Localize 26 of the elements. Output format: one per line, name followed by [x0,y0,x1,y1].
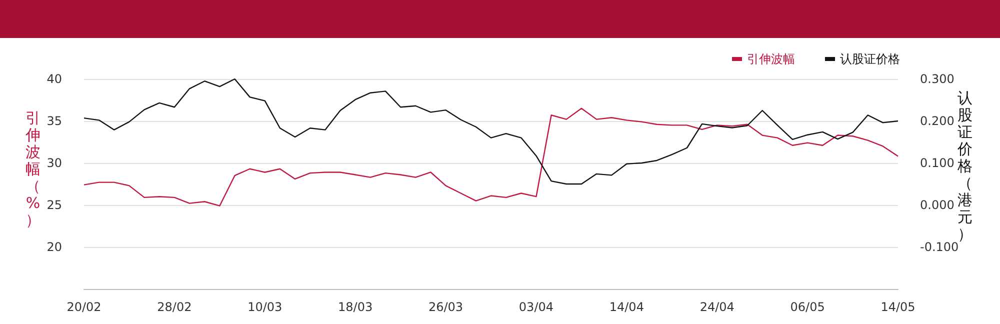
x-tick-label: 26/03 [428,300,464,314]
y-axis-title: 引伸波幅（%） [24,109,42,229]
y2-tick-label: -0.100 [920,240,959,254]
text: 认股证价格（港元） [958,89,972,243]
legend-label: 认股证价格 [840,52,900,66]
x-tick-label: 20/02 [66,300,102,314]
x-tick-label: 14/04 [609,300,644,314]
x-tick-label: 14/05 [880,300,916,314]
y2-tick-label: 0.100 [920,156,954,170]
x-tick-label: 24/04 [700,300,734,314]
y-tick-label: 30 [46,156,62,170]
x-tick-label: 18/03 [338,300,373,314]
y2-tick-label: 0.200 [920,114,954,128]
y2-tick-label: 0.300 [920,72,954,86]
y-tick-label: 40 [46,72,62,86]
y-tick-label: 35 [46,114,62,128]
legend-label: 引伸波幅 [747,52,795,66]
x-tick-label: 03/04 [518,300,554,314]
x-tick-label: 28/02 [157,300,192,314]
x-tick-label: 06/05 [790,300,825,314]
y2-tick-label: 0.000 [920,198,954,212]
y-tick-label: 20 [46,240,62,254]
y-tick-label: 25 [46,198,62,212]
x-tick-label: 10/03 [248,300,282,314]
line-series [83,78,899,185]
line-series [83,108,899,206]
